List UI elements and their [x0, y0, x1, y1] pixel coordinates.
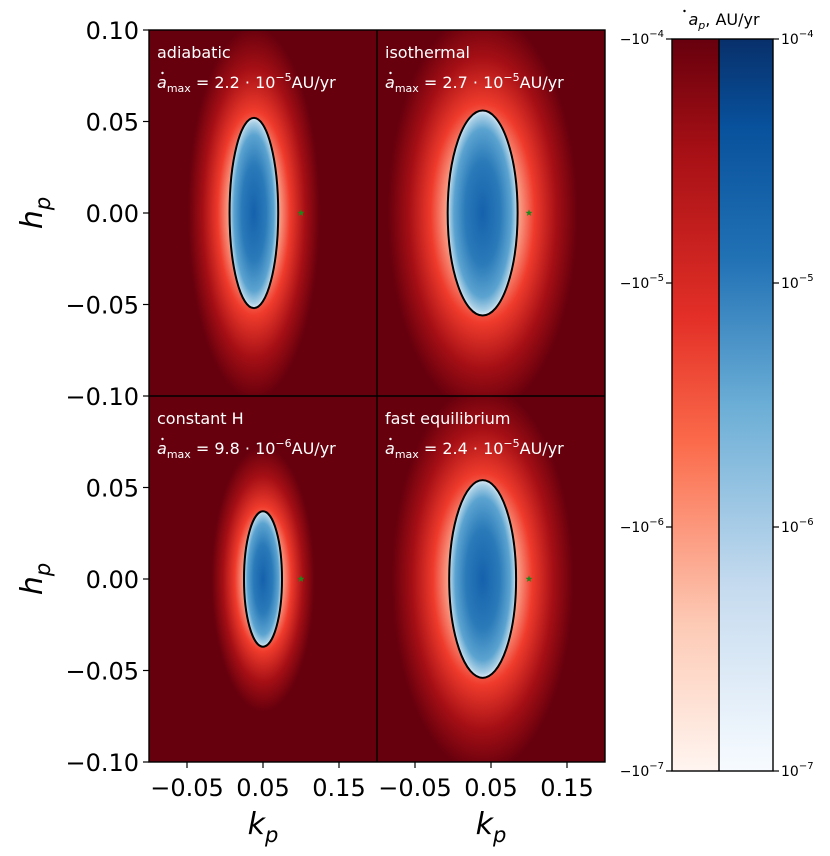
- panel-label: constant H: [157, 409, 244, 428]
- colorbar-pos-tick-label: 10−4: [781, 29, 814, 48]
- x-tick-label: −0.05: [378, 774, 452, 802]
- y-axis-label: hp: [15, 197, 55, 229]
- y-tick-label: −0.05: [65, 658, 139, 686]
- y-tick-label: −0.10: [65, 749, 139, 777]
- amax-dot: [161, 71, 164, 75]
- amax-annotation: amax = 2.2 · 10−5AU/yr: [157, 71, 336, 95]
- star-marker: [525, 209, 533, 216]
- panel-fast-equilibrium: fast equilibrium amax = 2.4 · 10−5AU/yr: [377, 396, 605, 762]
- star-marker: [297, 209, 305, 216]
- panel-label: fast equilibrium: [385, 409, 511, 428]
- panel-grid: adiabatic amax = 2.2 · 10−5AU/yr isotherma…: [148, 29, 606, 763]
- colorbar-pos-tick-label: 10−5: [781, 273, 814, 292]
- colorbar-neg-tick-label: −10−5: [620, 273, 664, 292]
- axes-labels: 0.10 0.05 0.00 −0.05 −0.10 hp 0.05 0.00 −0.05 −0.…: [15, 17, 594, 847]
- colorbar-positive-blues: [719, 39, 773, 771]
- amax-annotation: amax = 2.4 · 10−5AU/yr: [385, 437, 564, 461]
- y-tick-label: 0.00: [86, 566, 139, 594]
- blue-region-ellipse: [243, 510, 283, 648]
- colorbar-negative-reds: [672, 39, 719, 771]
- star-marker: [525, 575, 533, 582]
- colorbar-title-dot: [683, 9, 686, 13]
- colorbar-frame: [671, 38, 774, 772]
- amax-annotation: amax = 9.8 · 10−6AU/yr: [157, 437, 336, 461]
- y-tick-label: −0.10: [65, 383, 139, 411]
- x-axis-label: kp: [248, 807, 279, 847]
- x-tick-label: −0.05: [150, 774, 224, 802]
- y-axis-label: hp: [15, 563, 55, 595]
- panel-adiabatic: adiabatic amax = 2.2 · 10−5AU/yr: [149, 30, 377, 396]
- colorbar-title: ap, AU/yr: [688, 10, 759, 32]
- colorbar-pos-tick-label: 10−7: [781, 761, 814, 780]
- x-tick-label: 0.15: [312, 774, 365, 802]
- blue-region-ellipse: [446, 109, 519, 317]
- y-tick-label: 0.05: [86, 109, 139, 137]
- x-tick-label: 0.05: [464, 774, 517, 802]
- panel-label: adiabatic: [157, 43, 231, 62]
- x-axis-label: kp: [476, 807, 507, 847]
- panel-constant-h: constant H amax = 9.8 · 10−6AU/yr: [149, 396, 377, 762]
- star-marker: [297, 575, 305, 582]
- panel-isothermal: isothermal amax = 2.7 · 10−5AU/yr: [377, 30, 605, 396]
- amax-dot: [389, 71, 392, 75]
- y-tick-label: 0.05: [86, 475, 139, 503]
- y-tick-label: −0.05: [65, 292, 139, 320]
- amax-dot: [161, 437, 164, 441]
- panel-label: isothermal: [385, 43, 470, 62]
- y-tick-label: 0.00: [86, 200, 139, 228]
- colorbar-neg-tick-label: −10−7: [620, 761, 664, 780]
- x-tick-label: 0.15: [540, 774, 593, 802]
- amax-dot: [389, 437, 392, 441]
- x-tick-label: 0.05: [236, 774, 289, 802]
- colorbar-neg-tick-label: −10−4: [620, 29, 664, 48]
- amax-annotation: amax = 2.7 · 10−5AU/yr: [385, 71, 564, 95]
- blue-region-ellipse: [228, 116, 280, 310]
- colorbar-neg-tick-label: −10−6: [620, 517, 664, 536]
- blue-region-ellipse: [448, 479, 518, 679]
- y-tick-label: 0.10: [86, 17, 139, 45]
- colorbar: −10−4 −10−5 −10−6 −10−7 10−4 10−5 10−6 10−7 ap, …: [620, 9, 814, 780]
- colorbar-pos-tick-label: 10−6: [781, 517, 814, 536]
